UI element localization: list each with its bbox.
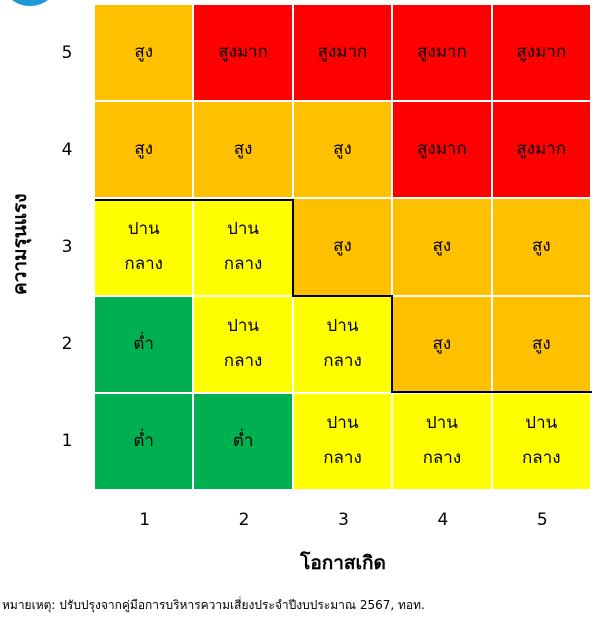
y-tick-label: 1 — [61, 431, 73, 452]
y-tick-label: 2 — [61, 334, 73, 355]
boundary-polyline — [95, 199, 592, 393]
risk-matrix: สูง สูงมาก สูงมาก สูงมาก สูงมาก สูง สูง สูง สูงม… — [95, 5, 592, 491]
risk-cell: สูงมาก — [194, 5, 294, 103]
x-tick-label: 4 — [437, 510, 449, 530]
risk-cell: ต่ำ — [95, 393, 195, 491]
risk-cell: สูงมาก — [393, 5, 493, 103]
y-tick-label: 3 — [61, 237, 73, 257]
risk-cell: สูง — [293, 102, 394, 200]
x-tick-label: 5 — [536, 510, 548, 530]
risk-cell: สูงมาก — [293, 5, 394, 103]
risk-cell: ปาน กลาง — [95, 199, 195, 297]
risk-cell: ปาน กลาง — [293, 393, 394, 491]
x-tick-label: 3 — [338, 510, 349, 530]
risk-cell: ต่ำ — [95, 296, 195, 394]
y-tick-label: 4 — [61, 139, 73, 160]
x-axis-title: โอกาสเกิด — [300, 552, 386, 574]
risk-cell: สูงมาก — [492, 5, 592, 103]
risk-cell: ต่ำ — [194, 393, 294, 491]
risk-cell: สูง — [393, 199, 493, 297]
risk-cell: สูงมาก — [393, 102, 493, 200]
corner-decoration — [0, 0, 60, 6]
risk-cell: สูง — [95, 102, 195, 200]
risk-cell: ปาน กลาง — [492, 393, 592, 491]
risk-cell: ปาน กลาง — [293, 296, 394, 394]
risk-cell: สูงมาก — [492, 102, 592, 200]
y-axis-title: ความรุนแรง — [9, 193, 31, 296]
x-tick-label: 2 — [238, 510, 250, 530]
risk-cell: สูง — [194, 102, 294, 200]
risk-cell: สูง — [95, 5, 195, 103]
risk-cell: ปาน กลาง — [393, 393, 493, 491]
risk-cell: สูง — [492, 199, 592, 297]
x-tick-label: 1 — [139, 510, 151, 530]
footnote: หมายเหตุ: ปรับปรุงจากคู่มือการบริหารความ… — [2, 598, 425, 612]
risk-cell: ปาน กลาง — [194, 296, 294, 394]
y-tick-label: 5 — [61, 42, 73, 63]
